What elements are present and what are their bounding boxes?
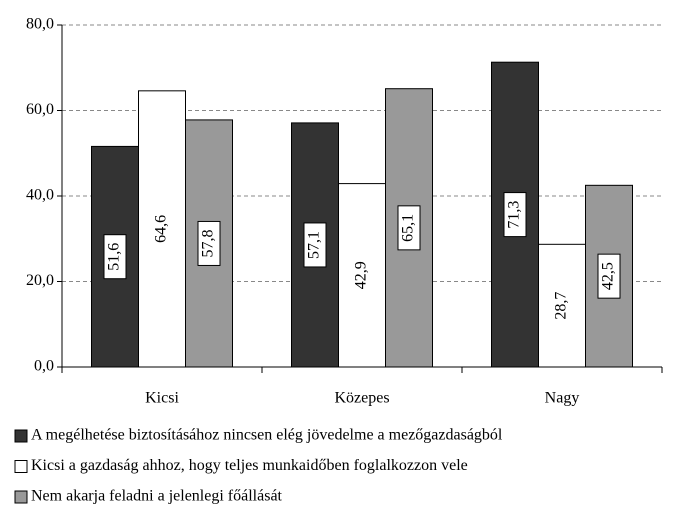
y-tick-label: 60,0 <box>26 101 54 118</box>
label-box <box>503 192 527 238</box>
data-label: 42,5 <box>600 262 617 290</box>
label-box <box>303 222 327 268</box>
label-box <box>351 253 373 298</box>
data-label: 71,3 <box>506 201 523 229</box>
y-tick-label: 40,0 <box>26 187 54 204</box>
data-label: 57,8 <box>200 229 217 257</box>
legend-swatch <box>14 490 28 504</box>
legend-label: Kicsi a gazdaság ahhoz, hogy teljes munk… <box>31 457 468 474</box>
label-box <box>151 206 173 251</box>
x-tick-label: Közepes <box>334 390 389 407</box>
data-label: 64,6 <box>153 215 170 243</box>
data-label: 51,6 <box>106 243 123 271</box>
y-tick-label: 20,0 <box>26 272 54 289</box>
label-box <box>397 205 421 251</box>
label-box <box>103 234 127 280</box>
label-box <box>197 220 221 266</box>
legend-label: Nem akarja feladni a jelenlegi főállását <box>31 488 283 505</box>
legend-swatch <box>14 460 28 473</box>
data-label: 57,1 <box>306 231 323 259</box>
data-label: 65,1 <box>400 214 417 242</box>
x-tick-label: Nagy <box>545 390 580 407</box>
legend-swatch <box>14 429 28 443</box>
label-box <box>597 253 621 299</box>
y-tick-label: 0,0 <box>34 358 54 375</box>
x-tick-label: Kicsi <box>145 390 179 407</box>
legend-label: A megélhetése biztosításához nincsen elé… <box>31 427 503 444</box>
label-box <box>551 283 573 328</box>
data-label: 28,7 <box>553 292 570 320</box>
data-label: 42,9 <box>353 261 370 289</box>
y-tick-label: 80,0 <box>26 16 54 33</box>
